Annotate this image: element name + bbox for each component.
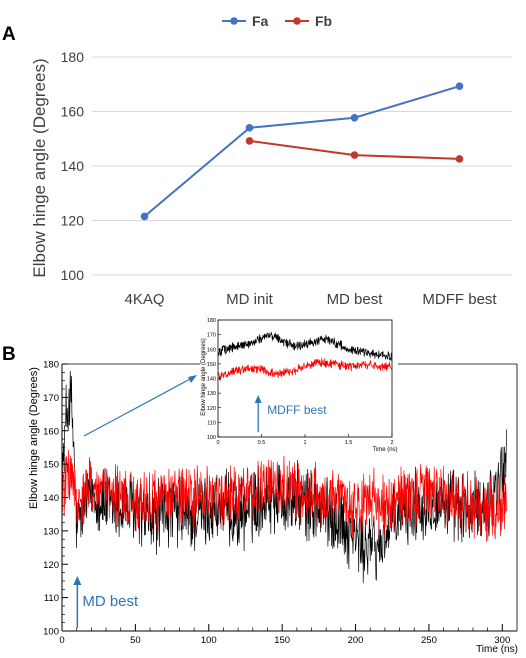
panel-a-legend: Fa Fb <box>222 13 332 29</box>
panel-b-y-tick-label: 100 <box>43 627 59 638</box>
panel-a-y-tick-labels: 100 120 140 160 180 <box>61 49 85 283</box>
panel-b-y-tick-label: 130 <box>43 526 59 537</box>
mdff-best-annotation: MDFF best <box>267 403 327 417</box>
panel-b-annotation: MD best <box>73 576 139 628</box>
panel-a-x-tick-label: MD init <box>226 291 274 308</box>
panel-a-point-fa <box>350 113 359 122</box>
panel-b-y-axis-label: Elbow hinge angle (Degrees) <box>28 367 40 509</box>
inset-y-tick-label: 150 <box>207 362 216 368</box>
panel-b-x-tick-label: 250 <box>421 635 437 646</box>
panel-a-y-tick-label: 180 <box>61 49 85 65</box>
panel-label-a: A <box>2 24 16 45</box>
panel-b-x-tick-label: 200 <box>348 635 364 646</box>
panel-b-x-tick-label: 50 <box>130 635 141 646</box>
legend-entry-fa: Fa <box>252 13 269 29</box>
panel-a-x-tick-label: MD best <box>327 291 384 308</box>
inset-y-tick-label: 120 <box>207 406 216 412</box>
panel-b-inset: 100 110 120 130 140 150 160 170 180 0 0.5 1 1.5 2 El… <box>200 314 398 456</box>
panel-b-x-tick-label: 0 <box>59 635 64 646</box>
inset-x-tick-label: 1.5 <box>345 440 353 446</box>
panel-a-y-axis-label: Elbow hinge angle (Degrees) <box>30 58 49 277</box>
panel-b-x-tick-labels: 0 50 100 150 200 250 300 <box>59 635 510 646</box>
legend-swatch-marker <box>230 17 238 25</box>
inset-y-tick-label: 130 <box>207 391 216 397</box>
panel-label-b: B <box>2 344 16 365</box>
zoom-connector-arrow <box>83 375 197 437</box>
panel-a-point-fb <box>350 151 359 159</box>
panel-b-y-tick-label: 120 <box>43 560 59 571</box>
panel-a-point-fa <box>245 124 254 132</box>
inset-y-tick-label: 180 <box>207 318 216 324</box>
panel-b-x-axis-label: Time (ns) <box>476 644 518 655</box>
inset-x-tick-label: 2 <box>390 440 393 446</box>
panel-b-series-red <box>61 449 508 542</box>
inset-series-black <box>217 331 393 361</box>
panel-b-x-tick-label: 100 <box>201 635 217 646</box>
panel-b-series <box>61 370 508 584</box>
inset-y-tick-label: 160 <box>207 347 216 353</box>
panel-a-y-tick-label: 160 <box>61 104 85 120</box>
inset-y-tick-label: 140 <box>207 377 216 383</box>
panel-b-y-tick-label: 150 <box>43 460 59 471</box>
panel-b-x-tick-label: 300 <box>494 635 510 646</box>
inset-x-tick-label: 1 <box>303 440 306 446</box>
inset-axes <box>217 319 393 438</box>
panel-b-y-tick-label: 110 <box>44 593 59 604</box>
inset-annotation: MDFF best <box>254 395 327 432</box>
panel-a-y-tick-label: 120 <box>61 213 85 229</box>
panel-a-series-line-fa <box>143 85 460 218</box>
panel-a-chart: 100 120 140 160 180 4KAQ MD init MD best MDFF b… <box>30 13 512 308</box>
panel-a-x-tick-label: MDFF best <box>422 291 497 308</box>
inset-y-tick-label: 170 <box>207 333 216 339</box>
panel-b-x-tick-label: 150 <box>274 635 290 646</box>
inset-y-tick-label: 100 <box>207 435 216 441</box>
inset-x-tick-labels: 0 0.5 1 1.5 2 <box>216 440 393 446</box>
panel-a-point-fa <box>140 212 149 221</box>
md-best-arrow-head <box>73 576 82 585</box>
legend-entry-fb: Fb <box>315 13 332 29</box>
legend-swatch-marker <box>293 17 301 25</box>
panel-a-point-fb <box>455 155 464 163</box>
panel-b-y-tick-label: 160 <box>43 426 59 437</box>
inset-x-axis-label: Time (ns) <box>372 447 397 453</box>
panel-a-x-tick-label: 4KAQ <box>124 291 164 308</box>
panel-b-y-tick-label: 170 <box>43 393 59 404</box>
inset-x-tick-label: 0.5 <box>258 440 266 446</box>
panel-a-y-tick-label: 100 <box>61 267 85 283</box>
inset-y-tick-labels: 100 110 120 130 140 150 160 170 180 <box>207 318 216 441</box>
mdff-best-arrow-head <box>254 395 262 403</box>
panel-a-point-fa <box>455 82 464 90</box>
md-best-annotation: MD best <box>82 593 139 610</box>
panel-a-y-tick-label: 140 <box>61 158 85 174</box>
inset-y-tick-label: 110 <box>207 420 216 426</box>
panel-a-x-tick-labels: 4KAQ MD init MD best MDFF best <box>124 291 497 308</box>
inset-x-tick-label: 0 <box>216 440 219 446</box>
panel-b-y-tick-label: 140 <box>43 493 59 504</box>
panel-a-point-fb <box>245 137 254 145</box>
panel-a-gridlines <box>92 56 512 276</box>
inset-background <box>200 314 398 456</box>
panel-a-series <box>140 82 464 221</box>
panel-b-y-tick-labels: 100 110 120 130 140 150 160 170 180 <box>43 360 59 638</box>
inset-series-red <box>217 357 393 381</box>
panel-b-y-tick-label: 180 <box>43 360 59 371</box>
inset-y-axis-label: Elbow hinge angle (Degrees) <box>201 338 207 415</box>
inset-series <box>217 331 393 381</box>
